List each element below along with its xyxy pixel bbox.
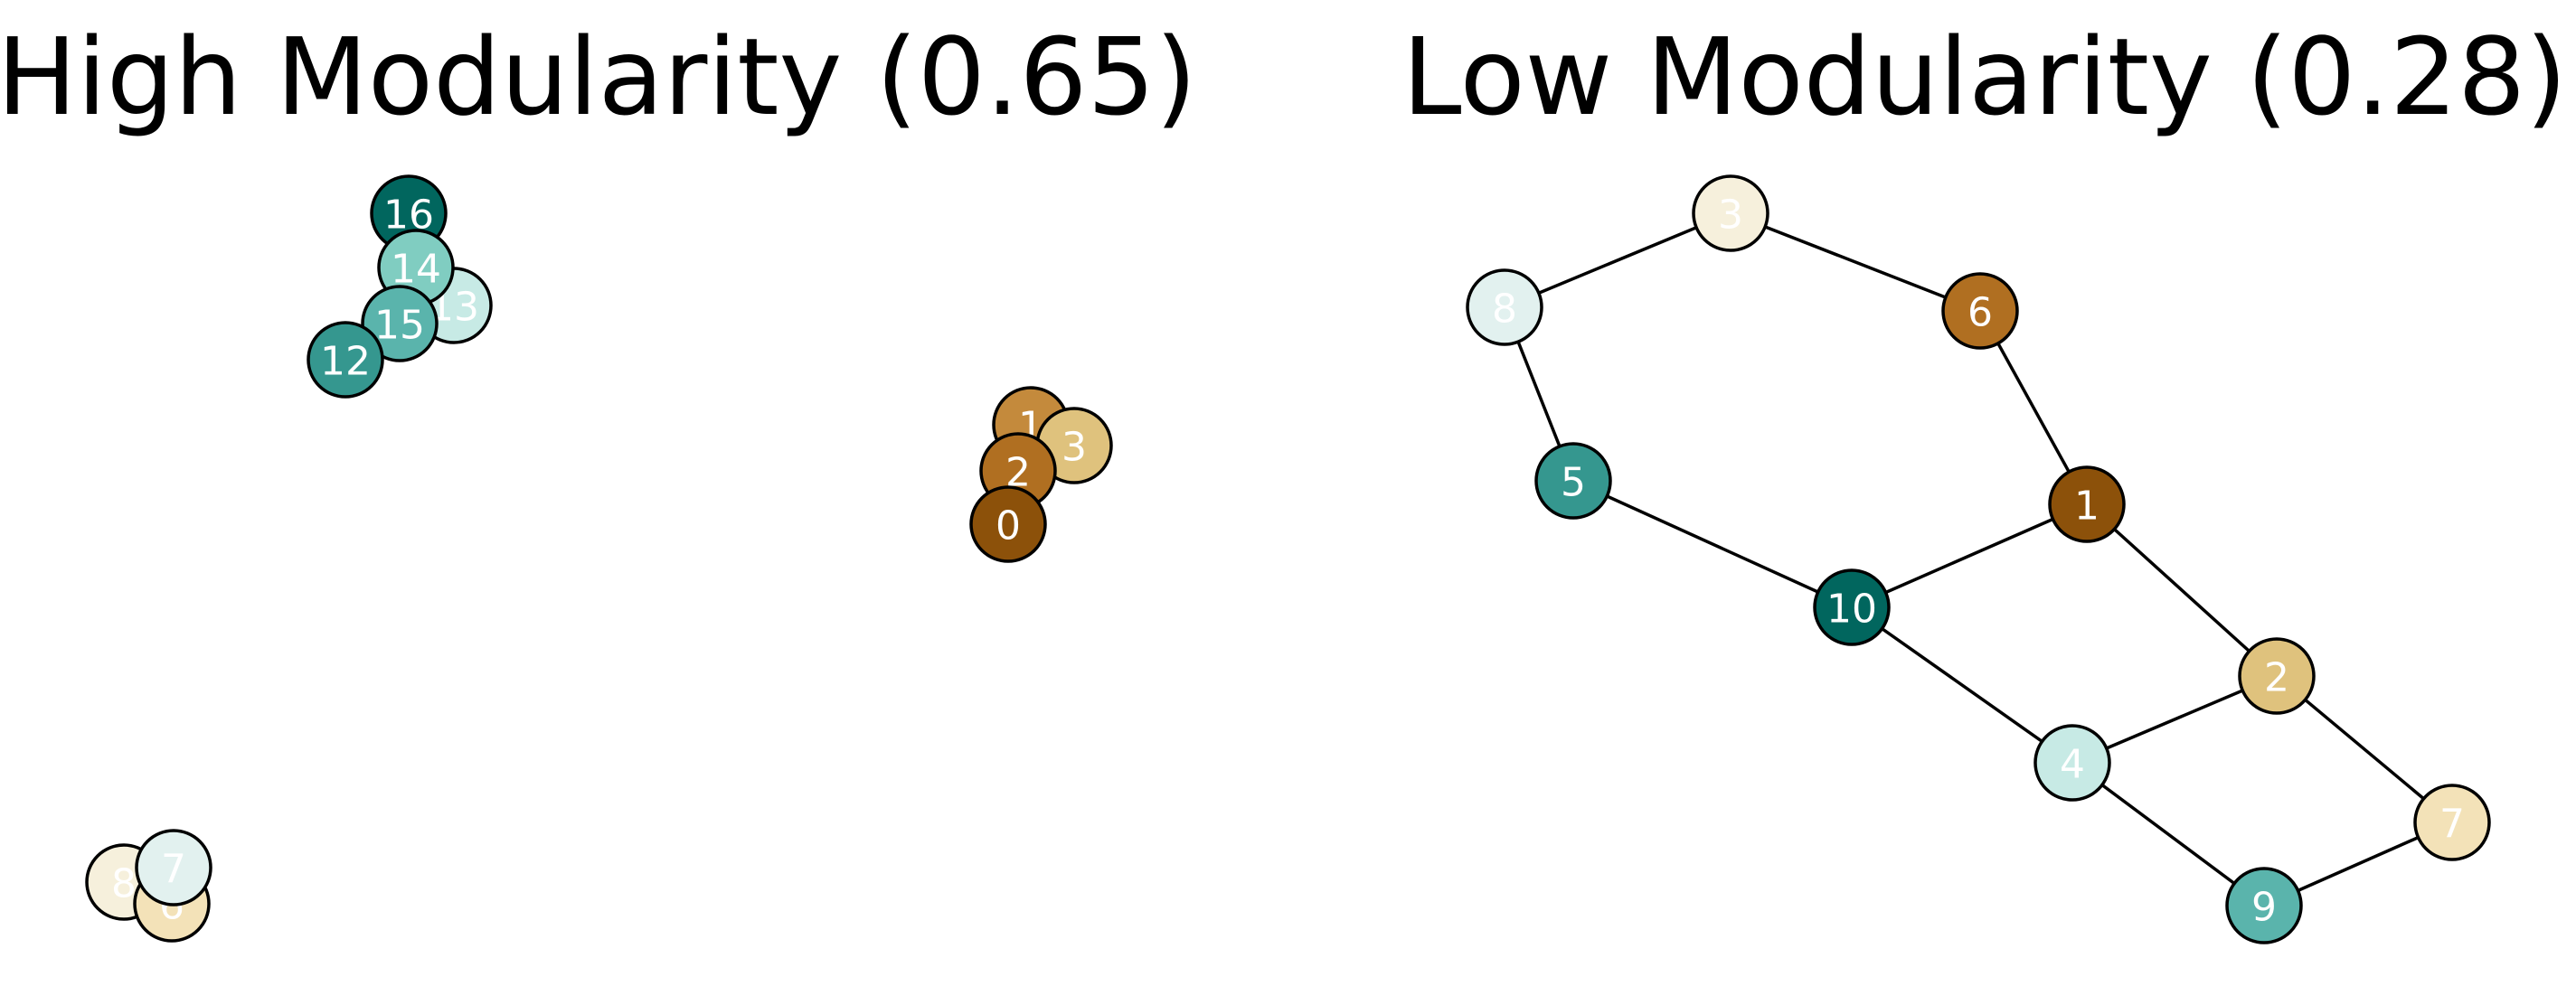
node-label: 2 xyxy=(2264,655,2289,701)
node-label: 7 xyxy=(161,847,186,893)
node-label: 6 xyxy=(1967,290,1993,336)
node-7: 7 xyxy=(135,829,212,906)
edge-1-2 xyxy=(2085,502,2279,678)
edge-4-9 xyxy=(2071,761,2266,907)
node-label: 1 xyxy=(2074,484,2099,530)
node-15: 15 xyxy=(361,285,439,362)
node-label: 8 xyxy=(1492,286,1517,333)
nodes-high-modularity: 16131415121320867 xyxy=(85,174,1113,943)
node-label: 3 xyxy=(1062,425,1087,471)
edge-10-4 xyxy=(1850,606,2074,765)
node-circle xyxy=(361,285,439,362)
node-label: 7 xyxy=(2439,802,2465,848)
node-7: 7 xyxy=(2413,784,2491,861)
node-circle xyxy=(135,829,212,906)
node-1: 1 xyxy=(2048,465,2126,543)
node-12: 12 xyxy=(307,321,384,399)
node-3: 3 xyxy=(1692,174,1769,252)
node-circle xyxy=(2225,867,2303,944)
edge-8-3 xyxy=(1504,211,1731,309)
node-circle xyxy=(969,485,1047,563)
node-label: 14 xyxy=(391,247,441,293)
node-9: 9 xyxy=(2225,867,2303,944)
node-circle xyxy=(2048,465,2126,543)
node-label: 15 xyxy=(374,303,425,349)
node-circle xyxy=(1466,268,1543,346)
node-label: 12 xyxy=(320,339,371,385)
node-2: 2 xyxy=(2238,637,2316,715)
node-circle xyxy=(2238,637,2316,715)
panel-high-modularity: High Modularity (0.65) 16131415121320867 xyxy=(0,14,1197,943)
node-circle xyxy=(307,321,384,399)
node-circle xyxy=(1534,442,1612,520)
node-label: 8 xyxy=(111,861,137,907)
node-label: 4 xyxy=(2060,742,2085,788)
node-label: 0 xyxy=(995,503,1021,549)
node-label: 3 xyxy=(1718,193,1743,239)
node-circle xyxy=(1941,272,2019,350)
node-circle xyxy=(1692,174,1769,252)
node-label: 5 xyxy=(1561,460,1586,506)
node-10: 10 xyxy=(1813,568,1891,646)
node-0: 0 xyxy=(969,485,1047,563)
node-8: 8 xyxy=(1466,268,1543,346)
node-circle xyxy=(2413,784,2491,861)
edge-3-6 xyxy=(1730,211,1981,313)
node-label: 10 xyxy=(1826,587,1877,633)
nodes-low-modularity: 3 8 6 5 1 10 2 4 7 9 xyxy=(1466,174,2491,944)
edge-5-10 xyxy=(1572,479,1853,609)
node-circle xyxy=(1813,568,1891,646)
panel-low-modularity: Low Modularity (0.28) 3 8 6 5 1 10 2 4 7 9 xyxy=(1402,14,2567,944)
node-4: 4 xyxy=(2033,724,2111,802)
panel-title-high-modularity: High Modularity (0.65) xyxy=(0,14,1197,139)
node-6: 6 xyxy=(1941,272,2019,350)
node-label: 9 xyxy=(2251,885,2277,931)
panel-title-low-modularity: Low Modularity (0.28) xyxy=(1402,14,2567,139)
node-16: 16 xyxy=(370,174,448,252)
node-circle xyxy=(2033,724,2111,802)
edge-10-1 xyxy=(1851,502,2088,609)
node-5: 5 xyxy=(1534,442,1612,520)
